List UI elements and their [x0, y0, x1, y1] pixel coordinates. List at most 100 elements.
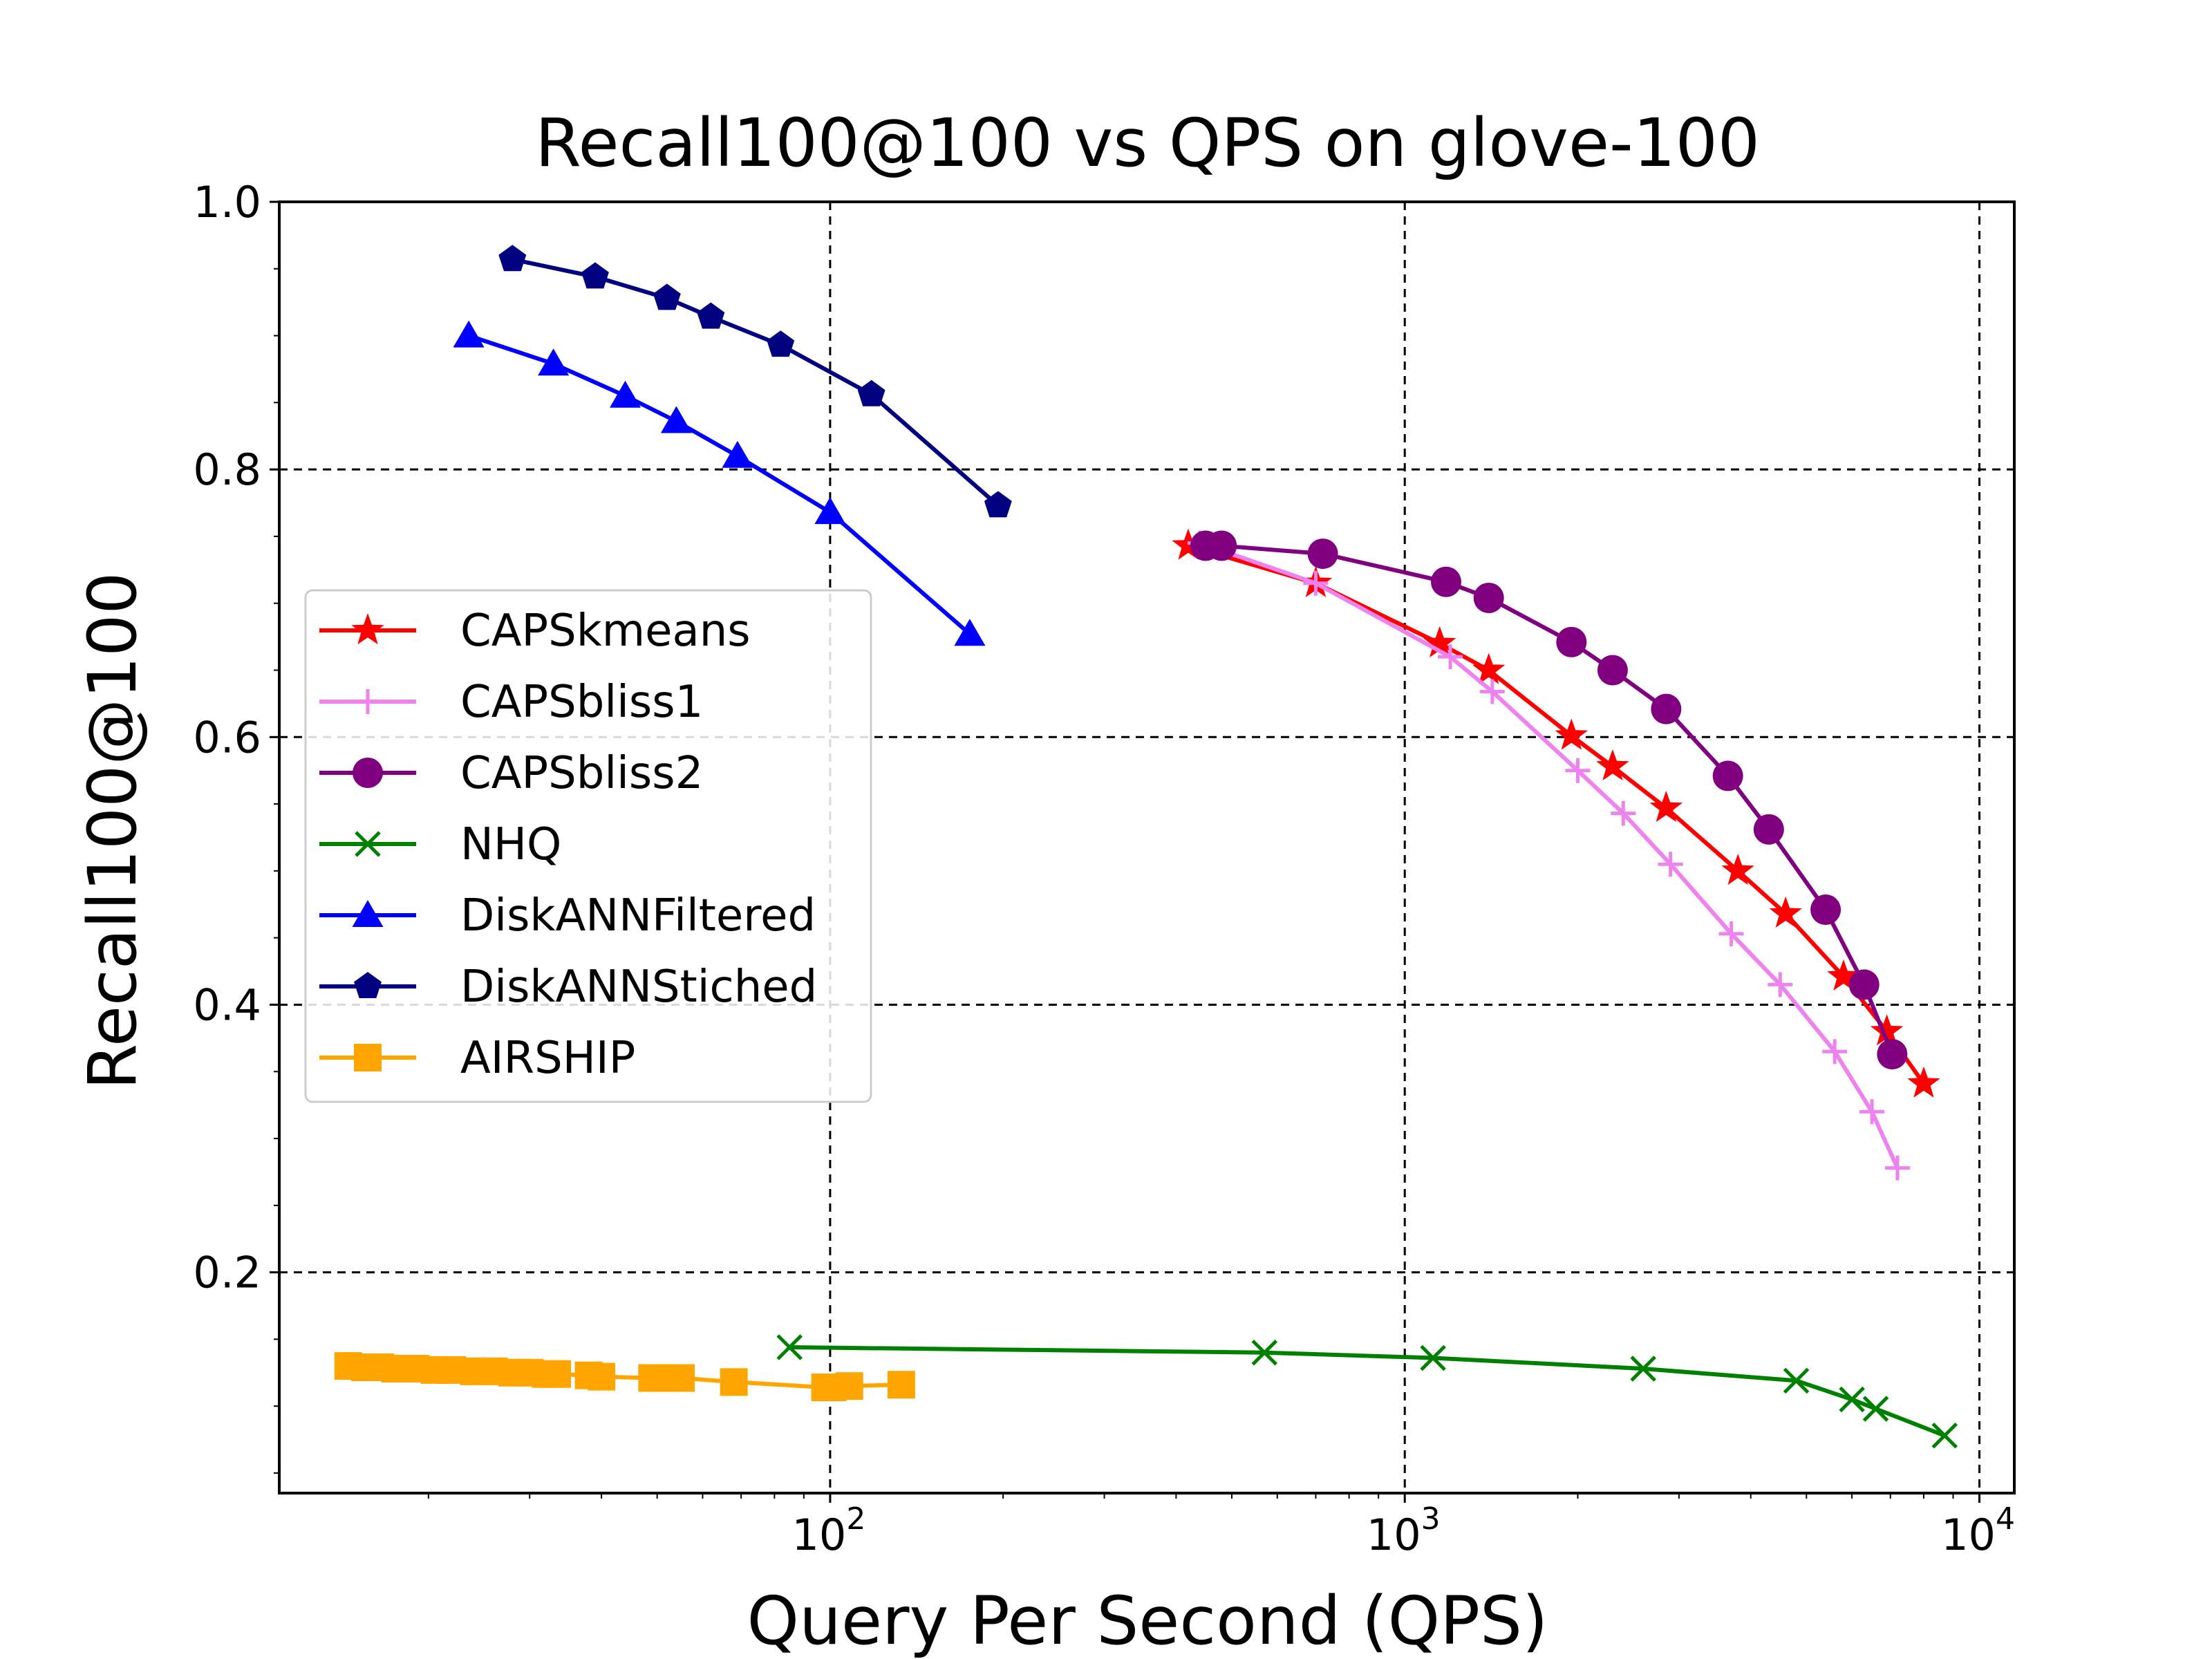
data-point-diskannfiltered — [660, 406, 692, 433]
legend-item-airship: AIRSHIP — [319, 1033, 635, 1084]
series-capskmeans — [1172, 528, 1940, 1098]
legend-label: CAPSbliss1 — [460, 677, 703, 728]
data-point-capsbliss2 — [1307, 538, 1338, 570]
data-point-capsbliss1 — [1438, 644, 1463, 670]
legend-label: CAPSkmeans — [460, 606, 751, 657]
legend-marker — [351, 613, 384, 645]
x-tick-label: 103 — [1367, 1501, 1441, 1560]
data-point-capsbliss2 — [1473, 582, 1504, 613]
data-point-diskannstiched — [653, 283, 681, 310]
legend-marker — [355, 831, 381, 857]
data-point-capsbliss1 — [1303, 570, 1329, 596]
y-tick-label: 0.4 — [193, 980, 261, 1030]
legend-box — [304, 589, 872, 1103]
data-point-airship — [543, 1360, 572, 1388]
legend-label: DiskANNStiched — [460, 962, 817, 1013]
x-tick-label: 104 — [1941, 1501, 2015, 1560]
data-point-nhq — [1630, 1356, 1656, 1382]
series-line-capskmeans — [1188, 543, 1926, 1085]
data-point-capsbliss1 — [1611, 800, 1636, 826]
y-tick-label: 0.6 — [193, 712, 261, 762]
series-line-capsbliss1 — [1199, 541, 1900, 1169]
data-point-capsbliss2 — [1848, 969, 1880, 1000]
chart-title: Recall100@100 vs QPS on glove-100 — [535, 104, 1760, 182]
y-axis-label: Recall100@100 — [74, 572, 151, 1090]
data-point-diskannfiltered — [538, 348, 570, 376]
series-nhq — [776, 1334, 1958, 1449]
legend-item-diskannstiched: DiskANNStiched — [319, 962, 817, 1013]
data-point-diskannstiched — [857, 379, 885, 406]
series-capsbliss2 — [1190, 530, 1908, 1070]
data-point-diskannstiched — [581, 262, 609, 289]
legend-marker — [355, 689, 380, 714]
data-point-capsbliss1 — [1479, 679, 1505, 704]
data-point-capskmeans — [1907, 1066, 1940, 1098]
legend-item-capsbliss2: CAPSbliss2 — [319, 748, 703, 799]
data-point-capsbliss1 — [1565, 758, 1591, 783]
data-point-airship — [720, 1368, 748, 1396]
data-point-capskmeans — [1472, 653, 1506, 684]
data-point-capsbliss2 — [1712, 760, 1743, 791]
y-tick-label: 0.8 — [193, 444, 261, 495]
legend-marker — [353, 758, 383, 788]
data-point-capskmeans — [1721, 853, 1754, 885]
data-point-capsbliss2 — [1753, 814, 1784, 845]
series-line-capsbliss2 — [1205, 543, 1895, 1056]
data-point-diskannfiltered — [954, 619, 986, 646]
data-point-capsbliss2 — [1810, 894, 1841, 926]
data-point-diskannstiched — [498, 245, 527, 272]
data-point-airship — [667, 1364, 695, 1392]
legend-item-diskannfiltered: DiskANNFiltered — [319, 890, 816, 941]
series-airship — [334, 1352, 915, 1402]
data-point-capsbliss2 — [1597, 655, 1628, 686]
legend-marker — [354, 972, 382, 998]
x-tick-label: 102 — [791, 1501, 865, 1560]
data-point-nhq — [1251, 1339, 1278, 1366]
data-point-capsbliss2 — [1651, 693, 1682, 724]
x-axis-label: Query Per Second (QPS) — [747, 1582, 1548, 1659]
data-point-nhq — [1839, 1386, 1865, 1413]
data-point-nhq — [1420, 1344, 1446, 1371]
legend: CAPSkmeans CAPSbliss1 CAPSbliss2 NHQ DiskANN… — [304, 589, 872, 1103]
data-point-nhq — [1931, 1422, 1958, 1449]
data-point-capsbliss1 — [1884, 1155, 1910, 1181]
series-layer — [334, 245, 1958, 1449]
legend-label: AIRSHIP — [460, 1033, 635, 1084]
data-point-airship — [588, 1362, 616, 1391]
data-point-capsbliss2 — [1430, 566, 1461, 597]
data-point-capsbliss1 — [1859, 1099, 1885, 1125]
ticks: 0.2 0.4 0.6 0.8 1.0 102 103 104 — [193, 177, 2015, 1560]
data-point-diskannfiltered — [453, 320, 485, 348]
legend-item-capskmeans: CAPSkmeans — [319, 606, 751, 657]
data-point-capskmeans — [1649, 790, 1683, 823]
legend-label: CAPSbliss2 — [460, 748, 703, 799]
data-point-diskannfiltered — [610, 380, 641, 408]
data-point-capsbliss1 — [1718, 921, 1744, 946]
data-point-airship — [835, 1372, 863, 1400]
data-point-nhq — [1862, 1396, 1889, 1422]
legend-item-capsbliss1: CAPSbliss1 — [319, 677, 703, 728]
legend-marker — [352, 900, 384, 927]
series-diskannfiltered — [453, 320, 986, 646]
data-point-nhq — [776, 1334, 803, 1360]
data-point-capskmeans — [1555, 718, 1588, 750]
legend-item-nhq: NHQ — [319, 819, 561, 870]
series-line-diskannfiltered — [468, 333, 971, 636]
legend-label: DiskANNFiltered — [460, 890, 816, 941]
data-point-diskannfiltered — [814, 497, 846, 525]
series-line-nhq — [789, 1345, 1946, 1438]
data-point-capsbliss1 — [1658, 852, 1683, 877]
plot-frame — [278, 200, 2016, 1494]
data-point-diskannstiched — [697, 302, 725, 329]
data-point-capskmeans — [1827, 959, 1860, 991]
data-point-capsbliss2 — [1206, 530, 1237, 561]
data-point-capsbliss1 — [1822, 1039, 1848, 1065]
data-point-capsbliss2 — [1877, 1039, 1908, 1070]
data-point-airship — [887, 1371, 915, 1399]
data-point-diskannstiched — [767, 330, 795, 357]
y-tick-label: 1.0 — [193, 177, 261, 227]
data-point-diskannfiltered — [722, 440, 753, 468]
legend-marker — [354, 1044, 382, 1071]
data-point-capskmeans — [1769, 896, 1802, 928]
